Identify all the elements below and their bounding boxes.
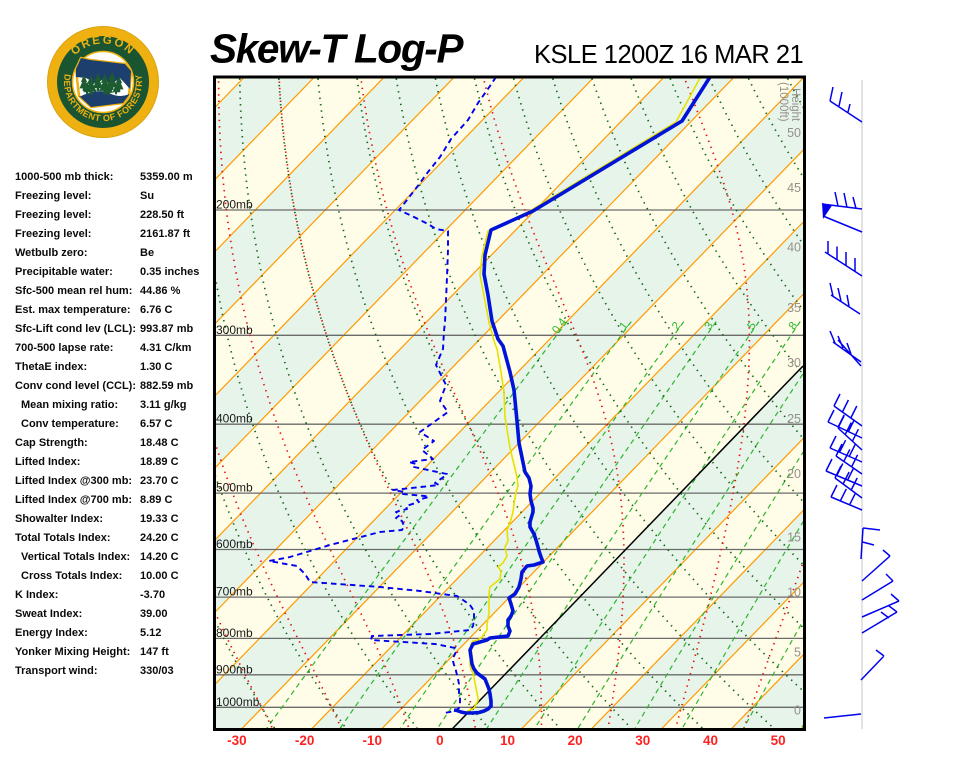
svg-text:330/03: 330/03 bbox=[140, 665, 174, 677]
svg-text:Yonker Mixing Height:: Yonker Mixing Height: bbox=[15, 646, 130, 658]
svg-text:10: 10 bbox=[500, 733, 515, 748]
svg-text:Transport wind:: Transport wind: bbox=[15, 665, 98, 677]
svg-text:Conv temperature:: Conv temperature: bbox=[21, 418, 119, 430]
svg-text:40: 40 bbox=[703, 733, 718, 748]
svg-text:Cap Strength:: Cap Strength: bbox=[15, 437, 88, 449]
svg-text:20: 20 bbox=[787, 467, 801, 481]
svg-text:-20: -20 bbox=[295, 733, 315, 748]
svg-text:Sfc-500 mean rel hum:: Sfc-500 mean rel hum: bbox=[15, 285, 132, 297]
svg-text:Sfc-Lift cond lev (LCL):: Sfc-Lift cond lev (LCL): bbox=[15, 323, 136, 335]
svg-text:700-500 lapse rate:: 700-500 lapse rate: bbox=[15, 342, 113, 354]
svg-text:50: 50 bbox=[771, 733, 786, 748]
svg-text:50: 50 bbox=[787, 126, 801, 140]
svg-text:600mb: 600mb bbox=[216, 537, 253, 551]
svg-text:2161.87 ft: 2161.87 ft bbox=[140, 228, 190, 240]
svg-text:19.33 C: 19.33 C bbox=[140, 513, 179, 525]
svg-text:Energy Index:: Energy Index: bbox=[15, 627, 88, 639]
svg-text:Skew-T Log-P: Skew-T Log-P bbox=[210, 26, 464, 72]
svg-text:35: 35 bbox=[787, 301, 801, 315]
svg-text:25: 25 bbox=[787, 412, 801, 426]
svg-text:-30: -30 bbox=[227, 733, 247, 748]
svg-text:Conv cond level (CCL):: Conv cond level (CCL): bbox=[15, 380, 136, 392]
svg-text:Mean mixing ratio:: Mean mixing ratio: bbox=[21, 399, 118, 411]
svg-text:20: 20 bbox=[568, 733, 583, 748]
svg-text:45: 45 bbox=[787, 181, 801, 195]
svg-text:24.20 C: 24.20 C bbox=[140, 532, 179, 544]
svg-text:Freezing level:: Freezing level: bbox=[15, 228, 91, 240]
svg-text:Est. max temperature:: Est. max temperature: bbox=[15, 304, 131, 316]
svg-text:14.20 C: 14.20 C bbox=[140, 551, 179, 563]
svg-text:15: 15 bbox=[787, 531, 801, 545]
svg-text:ThetaE index:: ThetaE index: bbox=[15, 361, 87, 373]
svg-text:0.35 inches: 0.35 inches bbox=[140, 266, 199, 278]
svg-text:0: 0 bbox=[436, 733, 444, 748]
svg-text:40: 40 bbox=[787, 241, 801, 255]
svg-text:Precipitable water:: Precipitable water: bbox=[15, 266, 113, 278]
svg-text:Freezing level:: Freezing level: bbox=[15, 209, 91, 221]
svg-text:200mb: 200mb bbox=[216, 198, 253, 212]
svg-text:400mb: 400mb bbox=[216, 412, 253, 426]
svg-text:1.30 C: 1.30 C bbox=[140, 361, 172, 373]
svg-text:Be: Be bbox=[140, 247, 154, 259]
svg-text:882.59 mb: 882.59 mb bbox=[140, 380, 193, 392]
svg-text:Total Totals Index:: Total Totals Index: bbox=[15, 532, 111, 544]
svg-text:5: 5 bbox=[794, 646, 801, 660]
svg-text:6.76 C: 6.76 C bbox=[140, 304, 172, 316]
svg-text:Wetbulb zero:: Wetbulb zero: bbox=[15, 247, 88, 259]
svg-text:Cross Totals Index:: Cross Totals Index: bbox=[21, 570, 122, 582]
svg-text:Height: Height bbox=[789, 88, 801, 122]
svg-text:Su: Su bbox=[140, 190, 154, 202]
svg-text:228.50 ft: 228.50 ft bbox=[140, 209, 184, 221]
svg-text:Lifted Index @700 mb:: Lifted Index @700 mb: bbox=[15, 494, 132, 506]
svg-text:4.31 C/km: 4.31 C/km bbox=[140, 342, 192, 354]
svg-text:8.89 C: 8.89 C bbox=[140, 494, 172, 506]
svg-text:Freezing level:: Freezing level: bbox=[15, 190, 91, 202]
svg-text:900mb: 900mb bbox=[216, 662, 253, 676]
svg-text:147 ft: 147 ft bbox=[140, 646, 169, 658]
svg-text:44.86 %: 44.86 % bbox=[140, 285, 181, 297]
svg-text:6.57 C: 6.57 C bbox=[140, 418, 172, 430]
svg-text:1000-500 mb thick:: 1000-500 mb thick: bbox=[15, 171, 113, 183]
svg-text:5359.00 m: 5359.00 m bbox=[140, 171, 193, 183]
svg-text:10.00 C: 10.00 C bbox=[140, 570, 179, 582]
svg-text:KSLE 1200Z 16 MAR 21: KSLE 1200Z 16 MAR 21 bbox=[534, 41, 803, 69]
svg-text:500mb: 500mb bbox=[216, 481, 253, 495]
svg-text:993.87 mb: 993.87 mb bbox=[140, 323, 193, 335]
svg-text:30: 30 bbox=[787, 356, 801, 370]
svg-text:Sweat Index:: Sweat Index: bbox=[15, 608, 82, 620]
svg-text:1000mb: 1000mb bbox=[216, 695, 260, 709]
svg-text:Showalter Index:: Showalter Index: bbox=[15, 513, 103, 525]
svg-text:23.70 C: 23.70 C bbox=[140, 475, 179, 487]
svg-text:10: 10 bbox=[787, 586, 801, 600]
svg-text:5.12: 5.12 bbox=[140, 627, 161, 639]
svg-text:30: 30 bbox=[635, 733, 650, 748]
svg-text:Vertical Totals Index:: Vertical Totals Index: bbox=[21, 551, 130, 563]
svg-text:(1000ft): (1000ft) bbox=[777, 82, 789, 122]
svg-text:700mb: 700mb bbox=[216, 585, 253, 599]
svg-text:-10: -10 bbox=[362, 733, 382, 748]
svg-text:800mb: 800mb bbox=[216, 626, 253, 640]
svg-text:0: 0 bbox=[794, 704, 801, 718]
svg-text:300mb: 300mb bbox=[216, 323, 253, 337]
svg-text:18.89 C: 18.89 C bbox=[140, 456, 179, 468]
svg-text:39.00: 39.00 bbox=[140, 608, 168, 620]
svg-text:Lifted Index:: Lifted Index: bbox=[15, 456, 80, 468]
svg-text:K Index:: K Index: bbox=[15, 589, 58, 601]
svg-text:Lifted Index @300 mb:: Lifted Index @300 mb: bbox=[15, 475, 132, 487]
svg-text:3.11 g/kg: 3.11 g/kg bbox=[140, 399, 186, 411]
svg-text:18.48 C: 18.48 C bbox=[140, 437, 179, 449]
svg-text:-3.70: -3.70 bbox=[140, 589, 165, 601]
